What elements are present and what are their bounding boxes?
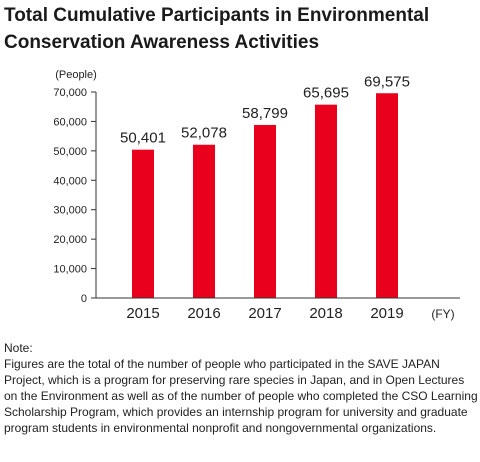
bar-2019: [376, 93, 398, 298]
bar-value-label: 69,575: [364, 73, 410, 90]
y-tick-label: 30,000: [53, 205, 87, 217]
y-axis-label: (People): [55, 69, 97, 81]
bars: 50,401 52,078 58,799 65,695 69,575: [120, 73, 410, 298]
x-axis: 2015 2016 2017 2018 2019 (FY): [96, 297, 460, 322]
chart-title-line-2: Conservation Awareness Activities: [4, 32, 320, 53]
chart-title-line-1: Total Cumulative Participants in Environ…: [4, 5, 430, 26]
y-tick-label: 50,000: [53, 146, 87, 158]
bar-2015: [132, 149, 154, 298]
y-tick-label: 10,000: [53, 264, 87, 276]
x-tick-label: 2018: [309, 305, 342, 322]
y-tick-label: 20,000: [53, 234, 87, 246]
x-tick-label: 2015: [126, 305, 159, 322]
footnote: Note: Figures are the total of the numbe…: [4, 340, 478, 436]
note-body: Figures are the total of the number of p…: [4, 357, 478, 435]
bar-chart: 0 10,000 20,000 30,000 40,000 50,000 60,000 70,…: [53, 69, 460, 322]
bar-value-label: 50,401: [120, 130, 166, 147]
x-axis-label: (FY): [431, 307, 454, 321]
x-tick-label: 2017: [248, 305, 281, 322]
y-axis: 0 10,000 20,000 30,000 40,000 50,000 60,000 70,…: [53, 69, 96, 305]
y-tick-label: 0: [81, 293, 87, 305]
bar-value-label: 65,695: [303, 85, 349, 102]
x-tick-label: 2016: [187, 305, 220, 322]
note-heading: Note:: [4, 341, 33, 355]
bar-2018: [315, 104, 337, 298]
bar-value-label: 58,799: [242, 105, 288, 122]
chart-title: Total Cumulative Participants in Environ…: [4, 2, 474, 56]
y-tick-label: 40,000: [53, 175, 87, 187]
bar-2016: [193, 144, 215, 298]
y-tick-label: 70,000: [53, 87, 87, 99]
x-tick-label: 2019: [370, 305, 403, 322]
bar-2017: [254, 124, 276, 298]
y-tick-label: 60,000: [53, 116, 87, 128]
bar-value-label: 52,078: [181, 125, 227, 142]
